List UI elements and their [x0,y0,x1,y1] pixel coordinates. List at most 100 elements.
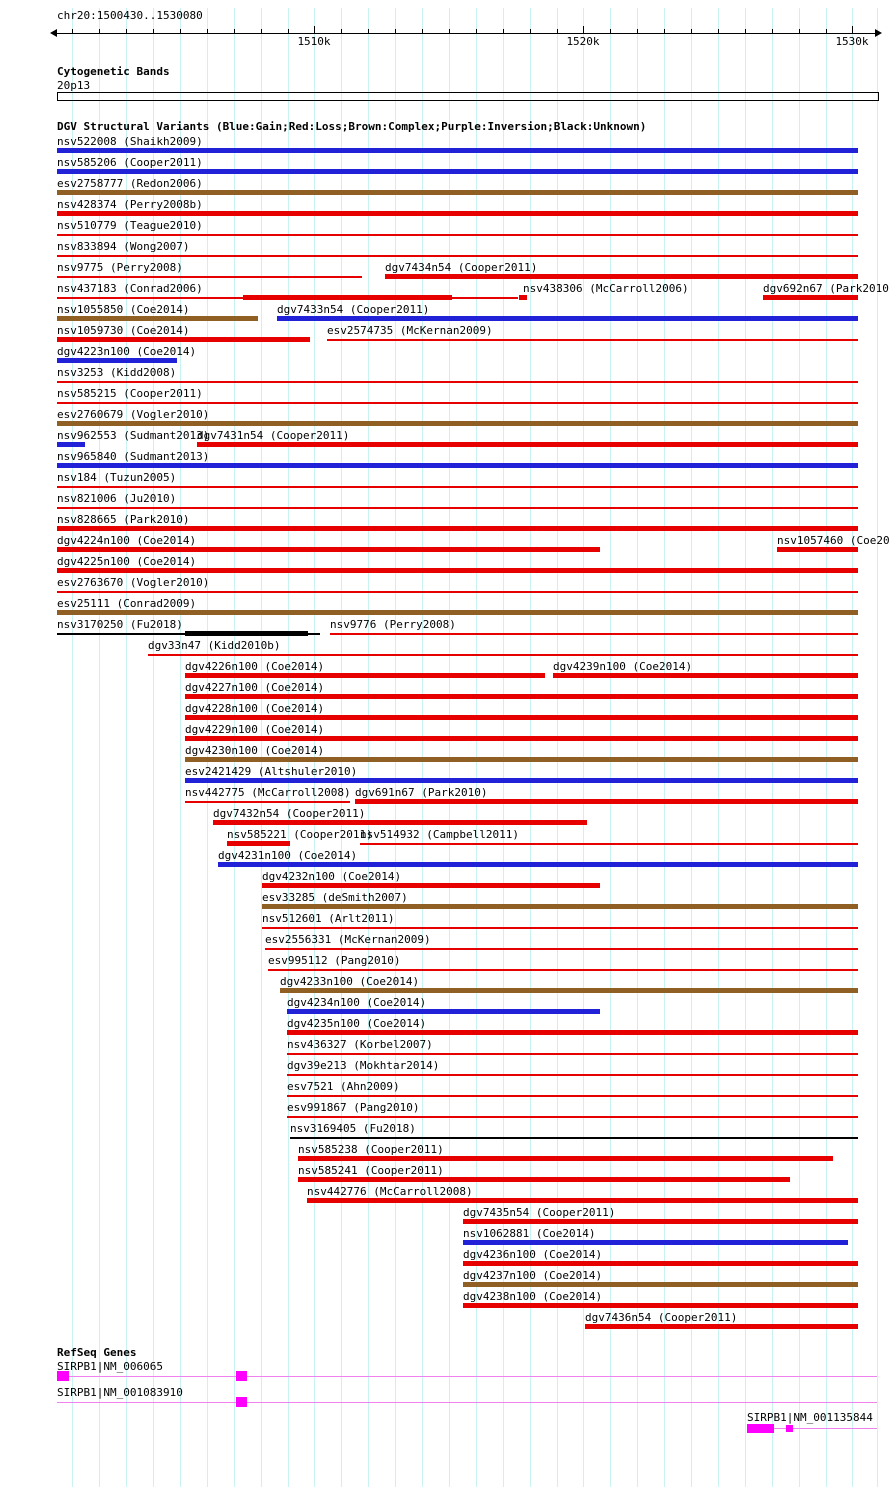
variant-bar[interactable] [463,1261,858,1266]
variant-label[interactable]: nsv3170250 (Fu2018) [57,618,183,631]
gene-intron-line[interactable] [747,1428,877,1429]
variant-bar[interactable] [519,295,527,300]
variant-label[interactable]: dgv4239n100 (Coe2014) [553,660,693,673]
variant-bar[interactable] [185,801,350,803]
variant-bar[interactable] [57,381,858,383]
variant-label[interactable]: dgv4230n100 (Coe2014) [185,744,325,757]
variant-bar[interactable] [287,1053,858,1055]
variant-label[interactable]: dgv4233n100 (Coe2014) [280,975,420,988]
variant-label[interactable]: nsv514932 (Campbell2011) [360,828,519,841]
variant-label[interactable]: nsv436327 (Korbel2007) [287,1038,433,1051]
variant-bar[interactable] [185,673,545,678]
variant-bar[interactable] [57,568,858,573]
variant-bar[interactable] [265,948,858,950]
variant-label[interactable]: dgv4226n100 (Coe2014) [185,660,325,673]
variant-label[interactable]: dgv4229n100 (Coe2014) [185,723,325,736]
variant-label[interactable]: esv991867 (Pang2010) [287,1101,420,1114]
variant-bar[interactable] [243,295,452,300]
variant-label[interactable]: esv2574735 (McKernan2009) [327,324,493,337]
cytoband-rect[interactable] [57,92,879,101]
variant-bar[interactable] [57,276,362,278]
variant-bar[interactable] [57,463,858,468]
gene-label[interactable]: SIRPB1|NM_001135844 [747,1411,873,1424]
variant-label[interactable]: dgv4238n100 (Coe2014) [463,1290,603,1303]
variant-bar[interactable] [185,715,858,720]
variant-bar[interactable] [553,673,858,678]
variant-label[interactable]: dgv4231n100 (Coe2014) [218,849,358,862]
variant-bar[interactable] [185,736,858,741]
gene-intron-line[interactable] [57,1376,877,1377]
variant-label[interactable]: nsv585206 (Cooper2011) [57,156,203,169]
variant-label[interactable]: dgv4227n100 (Coe2014) [185,681,325,694]
variant-label[interactable]: nsv585238 (Cooper2011) [298,1143,444,1156]
variant-bar[interactable] [287,1095,858,1097]
variant-label[interactable]: nsv962553 (Sudmant2013) [57,429,210,442]
variant-label[interactable]: dgv7432n54 (Cooper2011) [213,807,366,820]
variant-bar[interactable] [298,1177,790,1182]
variant-bar[interactable] [777,547,858,552]
gene-exon-box[interactable] [57,1371,69,1381]
variant-bar[interactable] [330,633,858,635]
variant-label[interactable]: dgv4223n100 (Coe2014) [57,345,197,358]
variant-label[interactable]: esv2760679 (Vogler2010) [57,408,210,421]
variant-bar[interactable] [262,927,858,929]
gene-exon-box[interactable] [236,1397,247,1407]
variant-bar[interactable] [268,969,858,971]
variant-bar[interactable] [57,190,858,195]
variant-bar[interactable] [57,547,600,552]
variant-bar[interactable] [355,799,858,804]
variant-bar[interactable] [385,274,858,279]
variant-label[interactable]: esv25111 (Conrad2009) [57,597,197,610]
variant-bar[interactable] [327,339,858,341]
gene-exon-box[interactable] [747,1424,774,1433]
variant-bar[interactable] [185,778,858,783]
gene-label[interactable]: SIRPB1|NM_001083910 [57,1386,183,1399]
gene-exon-box[interactable] [786,1425,793,1432]
variant-bar[interactable] [463,1282,858,1287]
variant-label[interactable]: dgv4235n100 (Coe2014) [287,1017,427,1030]
variant-label[interactable]: esv2763670 (Vogler2010) [57,576,210,589]
variant-bar[interactable] [287,1116,858,1118]
variant-label[interactable]: nsv3169405 (Fu2018) [290,1122,416,1135]
variant-label[interactable]: dgv7433n54 (Cooper2011) [277,303,430,316]
variant-label[interactable]: dgv4232n100 (Coe2014) [262,870,402,883]
variant-bar[interactable] [57,234,858,236]
variant-bar[interactable] [57,526,858,531]
variant-label[interactable]: dgv7436n54 (Cooper2011) [585,1311,738,1324]
variant-label[interactable]: dgv39e213 (Mokhtar2014) [287,1059,440,1072]
variant-label[interactable]: esv33285 (deSmith2007) [262,891,408,904]
variant-label[interactable]: nsv522008 (Shaikh2009) [57,135,203,148]
variant-bar[interactable] [213,820,587,825]
variant-bar[interactable] [57,169,858,174]
variant-bar[interactable] [298,1156,833,1161]
variant-label[interactable]: dgv4224n100 (Coe2014) [57,534,197,547]
variant-bar[interactable] [57,402,858,404]
variant-label[interactable]: dgv4228n100 (Coe2014) [185,702,325,715]
gene-label[interactable]: SIRPB1|NM_006065 [57,1360,163,1373]
variant-bar[interactable] [197,442,858,447]
variant-label[interactable]: nsv437183 (Conrad2006) [57,282,203,295]
variant-label[interactable]: nsv833894 (Wong2007) [57,240,190,253]
variant-bar[interactable] [360,843,858,845]
variant-bar[interactable] [463,1240,848,1245]
variant-label[interactable]: nsv442775 (McCarroll2008) [185,786,351,799]
variant-bar[interactable] [57,358,177,363]
variant-bar[interactable] [287,1030,858,1035]
variant-bar[interactable] [262,904,858,909]
variant-bar[interactable] [185,631,308,636]
variant-bar[interactable] [280,988,858,993]
variant-label[interactable]: nsv510779 (Teague2010) [57,219,203,232]
variant-label[interactable]: dgv691n67 (Park2010) [355,786,488,799]
variant-label[interactable]: esv2758777 (Redon2006) [57,177,203,190]
variant-bar[interactable] [585,1324,858,1329]
variant-bar[interactable] [763,295,858,300]
variant-label[interactable]: esv7521 (Ahn2009) [287,1080,400,1093]
variant-label[interactable]: nsv3253 (Kidd2008) [57,366,177,379]
variant-label[interactable]: nsv184 (Tuzun2005) [57,471,177,484]
variant-label[interactable]: dgv7434n54 (Cooper2011) [385,261,538,274]
variant-label[interactable]: nsv512601 (Arlt2011) [262,912,395,925]
variant-bar[interactable] [185,757,858,762]
variant-bar[interactable] [227,841,290,846]
variant-bar[interactable] [262,883,600,888]
variant-label[interactable]: nsv1057460 (Coe2014) [777,534,890,547]
